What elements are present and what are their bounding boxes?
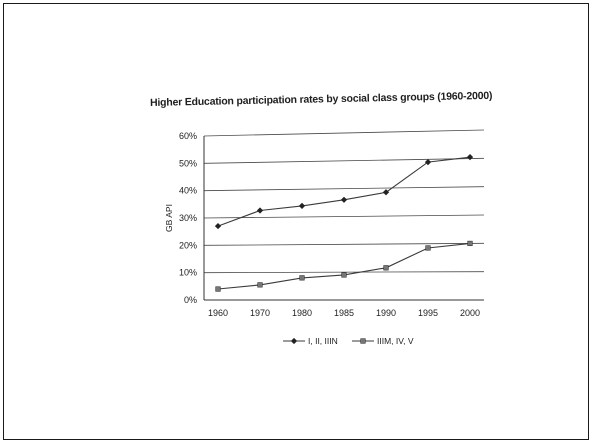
data-point-diamond <box>466 154 474 161</box>
x-tick-label: 1985 <box>334 308 354 318</box>
x-tick-label: 2000 <box>460 308 480 318</box>
data-point-diamond <box>298 202 306 209</box>
y-tick-label: 40% <box>179 186 197 196</box>
x-tick-label: 1980 <box>292 308 312 318</box>
data-point-diamond <box>340 196 348 203</box>
legend-label: IIIM, IV, V <box>377 336 414 346</box>
x-tick-label: 1960 <box>208 308 228 318</box>
legend-marker-diamond <box>290 337 298 345</box>
y-tick-labels: 0% 10% 20% 30% 40% 50% 60% <box>179 131 197 305</box>
gridlines <box>203 129 485 274</box>
x-tick-label: 1970 <box>250 308 270 318</box>
gridline <box>203 271 485 274</box>
y-tick-label: 30% <box>179 213 197 223</box>
data-point-square <box>257 282 263 288</box>
gridline <box>203 242 485 246</box>
x-tick-label: 1995 <box>418 308 438 318</box>
legend-marker-square <box>360 338 366 344</box>
slide-frame <box>3 3 589 440</box>
data-point-diamond <box>256 207 264 214</box>
legend: I, II, IIIN IIIM, IV, V <box>283 336 414 346</box>
y-tick-label: 60% <box>179 131 197 141</box>
series <box>214 154 474 292</box>
gridline <box>203 186 485 192</box>
data-point-square <box>467 240 473 247</box>
x-tick-label: 1990 <box>376 308 396 318</box>
axes <box>203 136 484 301</box>
data-point-square <box>425 245 431 251</box>
data-point-square <box>341 272 347 278</box>
gridline <box>203 129 485 137</box>
y-tick-label: 50% <box>179 158 197 168</box>
data-point-square <box>299 275 305 281</box>
x-tick-labels: 1960 1970 1980 1985 1990 1995 2000 <box>208 308 480 318</box>
gridline <box>203 157 485 164</box>
y-tick-label: 20% <box>179 240 197 250</box>
data-point-square <box>215 286 221 292</box>
data-point-square <box>383 265 389 271</box>
y-tick-label: 0% <box>184 295 197 305</box>
gridline <box>203 214 485 219</box>
legend-label: I, II, IIIN <box>308 336 338 346</box>
data-point-diamond <box>214 222 222 230</box>
y-tick-label: 10% <box>179 268 197 278</box>
y-axis-title: GB API <box>164 204 174 232</box>
series-line-2 <box>217 242 471 290</box>
